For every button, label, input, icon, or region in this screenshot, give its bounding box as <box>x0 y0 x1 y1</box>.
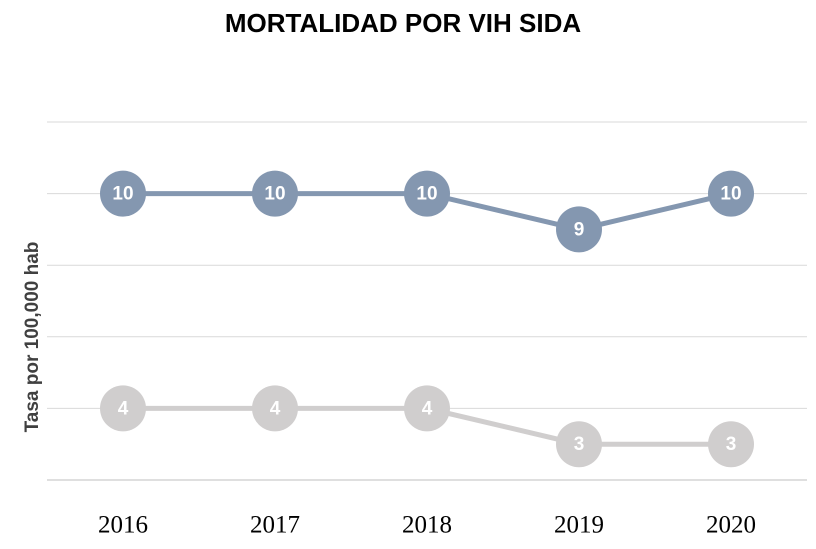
point <box>708 421 754 468</box>
point <box>252 170 298 217</box>
data-label: 3 <box>726 434 737 455</box>
data-label: 3 <box>574 434 585 455</box>
x-tick-label: 2017 <box>250 512 300 539</box>
data-label: 10 <box>264 184 285 205</box>
point <box>404 385 450 432</box>
x-tick-label: 2016 <box>98 512 148 539</box>
x-tick-label: 2020 <box>706 512 756 539</box>
data-label: 10 <box>416 184 437 205</box>
data-label: 4 <box>422 398 433 419</box>
data-label: 4 <box>118 398 129 419</box>
point <box>708 170 754 217</box>
data-label: 10 <box>112 184 133 205</box>
x-tick-label: 2018 <box>402 512 452 539</box>
x-tick-label: 2019 <box>554 512 604 539</box>
point <box>100 170 146 217</box>
y-axis-label: Tasa por 100,000 hab <box>22 242 43 433</box>
data-label: 9 <box>574 219 585 240</box>
point <box>556 206 602 253</box>
data-label: 4 <box>270 398 281 419</box>
point <box>404 170 450 217</box>
data-label: 10 <box>720 184 741 205</box>
point <box>252 385 298 432</box>
chart-title: MORTALIDAD POR VIH SIDA <box>225 8 582 38</box>
point <box>100 385 146 432</box>
point <box>556 421 602 468</box>
